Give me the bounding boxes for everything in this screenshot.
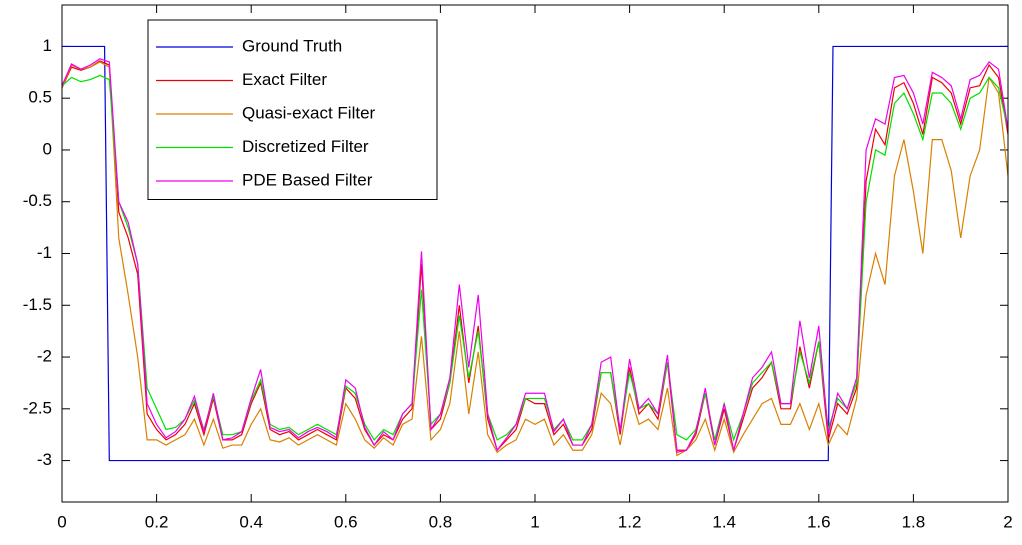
x-tick-label: 1.6	[807, 512, 831, 531]
legend-label: PDE Based Filter	[242, 170, 373, 189]
y-tick-label: -0.5	[23, 191, 52, 210]
y-tick-label: -2.5	[23, 398, 52, 417]
x-tick-label: 1	[530, 512, 539, 531]
x-tick-label: 0.2	[145, 512, 169, 531]
plot-frame	[61, 4, 1009, 503]
x-tick-label: 0.6	[334, 512, 358, 531]
legend-label: Ground Truth	[242, 36, 342, 55]
x-tick-label: 0	[57, 512, 66, 531]
y-tick-label: -1.5	[23, 295, 52, 314]
series-line	[61, 58, 1009, 454]
y-tick-label: 0.5	[28, 88, 52, 107]
series-line	[62, 45, 1008, 462]
y-tick-label: 1	[43, 36, 52, 55]
x-tick-label: 2	[1003, 512, 1012, 531]
series-line	[61, 61, 1009, 457]
x-tick-label: 1.4	[712, 512, 736, 531]
y-tick-label: -3	[37, 450, 52, 469]
legend-label: Discretized Filter	[242, 137, 369, 156]
x-tick-label: 1.2	[618, 512, 642, 531]
x-tick-label: 1.8	[902, 512, 926, 531]
legend-box	[147, 19, 438, 200]
legend-label: Exact Filter	[242, 70, 327, 89]
y-tick-label: 0	[43, 139, 52, 158]
legend-label: Quasi-exact Filter	[242, 103, 376, 122]
x-tick-label: 0.4	[239, 512, 263, 531]
x-tick-label: 0.8	[429, 512, 453, 531]
y-tick-label: -1	[37, 243, 52, 262]
y-tick-label: -2	[37, 347, 52, 366]
